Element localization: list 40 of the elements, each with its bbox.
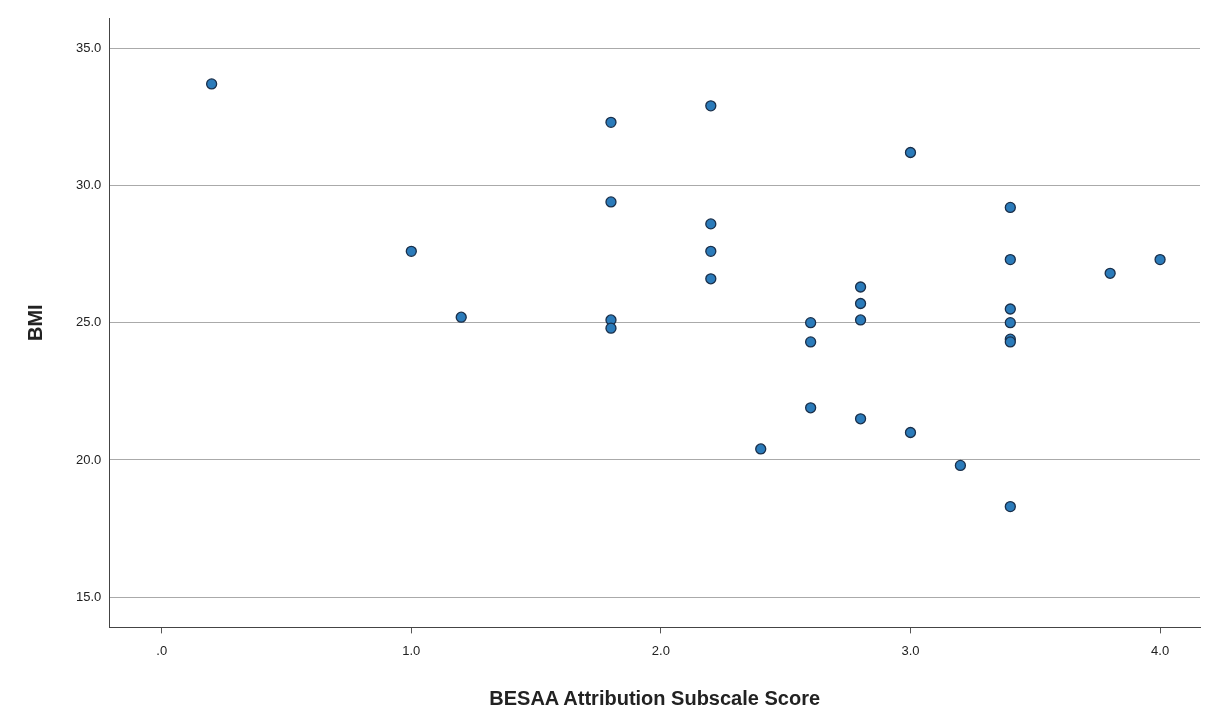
point xyxy=(605,196,617,208)
x-tick-label: .0 xyxy=(156,642,168,658)
x-tick-label: 1.0 xyxy=(402,642,421,658)
point xyxy=(1004,317,1016,329)
y-tick-label: 35.0 xyxy=(75,39,102,55)
point xyxy=(1004,303,1016,315)
point xyxy=(1154,253,1166,266)
point xyxy=(904,426,917,439)
point xyxy=(405,245,417,257)
point xyxy=(605,116,617,128)
point xyxy=(705,273,717,285)
point xyxy=(804,402,817,414)
point xyxy=(804,336,817,348)
point xyxy=(854,314,867,326)
point xyxy=(854,297,867,310)
point xyxy=(705,218,717,230)
point xyxy=(954,459,967,472)
point xyxy=(205,78,218,90)
point xyxy=(1104,267,1116,279)
point xyxy=(705,245,717,257)
point xyxy=(605,322,617,334)
y-tick-label: 20.0 xyxy=(75,451,102,467)
point xyxy=(1004,500,1016,513)
x-tick-label: 2.0 xyxy=(651,642,670,658)
x-tick-label: 4.0 xyxy=(1151,642,1170,658)
x-tick-label: 3.0 xyxy=(901,642,920,658)
point xyxy=(854,413,867,425)
point xyxy=(804,317,817,329)
y-tick-label: 15.0 xyxy=(75,588,102,604)
point xyxy=(854,281,867,293)
point xyxy=(755,443,767,455)
y-axis-title: BMI xyxy=(23,304,46,342)
point xyxy=(705,100,717,112)
point xyxy=(904,146,917,159)
point xyxy=(1004,253,1016,266)
y-tick-label: 30.0 xyxy=(75,177,102,193)
point xyxy=(1004,201,1016,214)
point xyxy=(455,311,467,323)
y-tick-label: 25.0 xyxy=(75,314,102,330)
x-axis-title: BESAA Attribution Subscale Score xyxy=(489,686,821,709)
